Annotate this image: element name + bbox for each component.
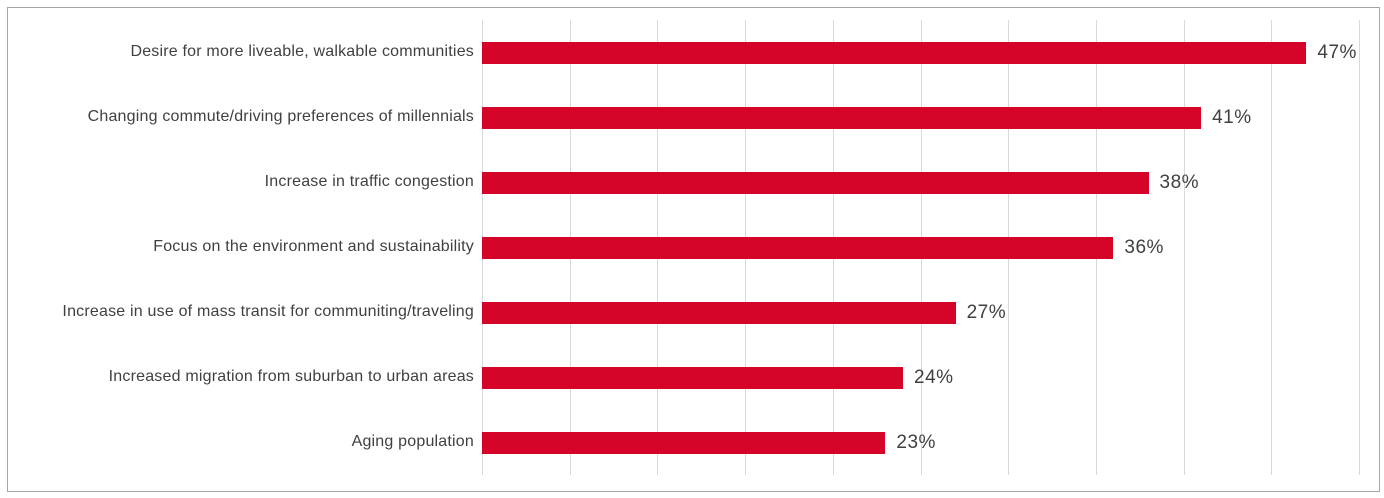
data-label: 24%	[914, 366, 954, 388]
bar	[482, 171, 1149, 194]
bar-row: Increased migration from suburban to urb…	[8, 345, 1379, 410]
data-label: 23%	[896, 431, 936, 453]
gridline	[1271, 20, 1273, 475]
category-label: Changing commute/driving preferences of …	[87, 108, 474, 126]
bar	[482, 236, 1114, 259]
bar-row: Increase in traffic congestion 38%	[8, 150, 1379, 215]
data-label: 38%	[1159, 171, 1200, 193]
bar	[482, 431, 886, 454]
category-label: Increase in traffic congestion	[264, 173, 474, 191]
data-label: 36%	[1124, 236, 1164, 258]
data-label: 47%	[1317, 41, 1357, 63]
bar-row: Desire for more liveable, walkable commu…	[8, 20, 1379, 85]
bar	[482, 366, 903, 389]
bar	[482, 301, 956, 324]
data-label: 41%	[1212, 106, 1252, 128]
bar-row: Changing commute/driving preferences of …	[8, 85, 1379, 150]
category-label: Aging population	[351, 433, 474, 451]
bar-row: Focus on the environment and sustainabil…	[8, 215, 1379, 280]
chart-frame: Desire for more liveable, walkable commu…	[7, 7, 1380, 492]
bar	[482, 41, 1307, 64]
data-label: 27%	[966, 301, 1007, 323]
category-label: Increased migration from suburban to urb…	[108, 368, 474, 386]
bar	[482, 106, 1202, 129]
bar-row: Increase in use of mass transit for comm…	[8, 280, 1379, 345]
category-label: Focus on the environment and sustainabil…	[153, 238, 474, 256]
category-label: Desire for more liveable, walkable commu…	[130, 43, 474, 61]
bar-row: Aging population 23%	[8, 410, 1379, 475]
gridline	[1359, 20, 1360, 475]
gridline	[1183, 20, 1185, 475]
category-label: Increase in use of mass transit for comm…	[62, 303, 474, 321]
